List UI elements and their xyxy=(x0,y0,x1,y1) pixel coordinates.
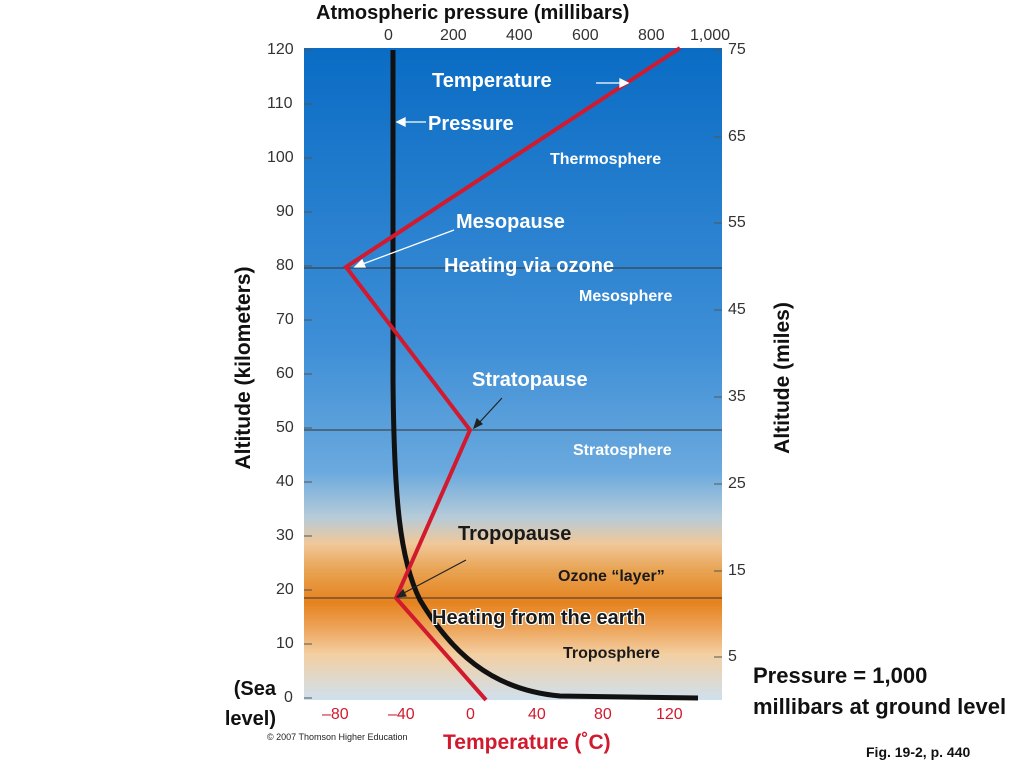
pressure-tick: 0 xyxy=(384,27,393,44)
heating-ozone-label: Heating via ozone xyxy=(444,255,615,277)
mesopause-label: Mesopause xyxy=(456,211,565,233)
km-tick: 0 xyxy=(284,689,293,706)
copyright-text: © 2007 Thomson Higher Education xyxy=(267,732,408,742)
sea-level-label: (Sea level) xyxy=(224,678,276,730)
dark-arrows xyxy=(395,397,503,598)
bottom-axis-label: Temperature (˚C) xyxy=(443,731,611,754)
mesopause-arrow xyxy=(359,229,455,266)
right-axis-label: Altitude (miles) xyxy=(771,302,794,454)
mile-tick: 75 xyxy=(728,41,746,58)
temp-tick: –80 xyxy=(322,706,349,723)
tropopause-label: Tropopause xyxy=(458,523,572,545)
temp-tick: –40 xyxy=(388,706,415,723)
left-axis-label: Altitude (kilometers) xyxy=(232,266,255,470)
temp-tick: 120 xyxy=(656,706,683,723)
km-tick: 40 xyxy=(276,473,294,490)
km-tick: 20 xyxy=(276,581,294,598)
km-tick: 70 xyxy=(276,311,294,328)
figure-reference: Fig. 19-2, p. 440 xyxy=(866,744,971,760)
thermosphere-label: Thermosphere xyxy=(550,151,662,168)
km-tick: 30 xyxy=(276,527,294,544)
left-tick-marks xyxy=(304,49,312,699)
temp-tick: 0 xyxy=(466,706,475,723)
temperature-line xyxy=(343,46,682,702)
km-tick: 100 xyxy=(267,149,294,166)
temp-tick: 80 xyxy=(594,706,612,723)
temperature-label: Temperature xyxy=(432,70,552,92)
km-tick: 50 xyxy=(276,419,294,436)
pressure-tick: 400 xyxy=(506,27,533,44)
right-tick-marks xyxy=(714,49,722,658)
km-tick: 90 xyxy=(276,203,294,220)
tropopause-arrow xyxy=(401,559,467,595)
stratopause-arrow xyxy=(477,397,503,425)
ozone-layer-label: Ozone “layer” xyxy=(558,568,665,585)
km-tick: 80 xyxy=(276,257,294,274)
km-tick: 10 xyxy=(276,635,294,652)
mile-tick: 65 xyxy=(728,128,746,145)
mesosphere-label: Mesosphere xyxy=(579,288,673,305)
mile-tick: 15 xyxy=(728,562,746,579)
mile-tick: 35 xyxy=(728,388,746,405)
stratosphere-label: Stratosphere xyxy=(573,442,672,459)
km-tick: 60 xyxy=(276,365,294,382)
pressure-tick: 200 xyxy=(440,27,467,44)
mile-tick: 55 xyxy=(728,214,746,231)
pressure-tick: 800 xyxy=(638,27,665,44)
temp-tick: 40 xyxy=(528,706,546,723)
annotation-arrows xyxy=(353,77,630,268)
mile-tick: 45 xyxy=(728,301,746,318)
stratopause-label: Stratopause xyxy=(472,369,588,391)
km-tick: 110 xyxy=(267,95,293,112)
pressure-tick: 1,000 xyxy=(690,27,731,44)
pressure-label: Pressure xyxy=(428,113,514,135)
km-tick: 120 xyxy=(267,41,294,58)
pressure-curve xyxy=(390,50,699,701)
pressure-tick: 600 xyxy=(572,27,599,44)
heating-earth-label: Heating from the earth xyxy=(432,607,646,629)
mile-tick: 25 xyxy=(728,475,746,492)
troposphere-label: Troposphere xyxy=(563,645,660,662)
mile-tick: 5 xyxy=(728,648,737,665)
chart-title: Atmospheric pressure (millibars) xyxy=(316,2,630,24)
pressure-note: Pressure = 1,000 millibars at ground lev… xyxy=(753,663,1007,719)
